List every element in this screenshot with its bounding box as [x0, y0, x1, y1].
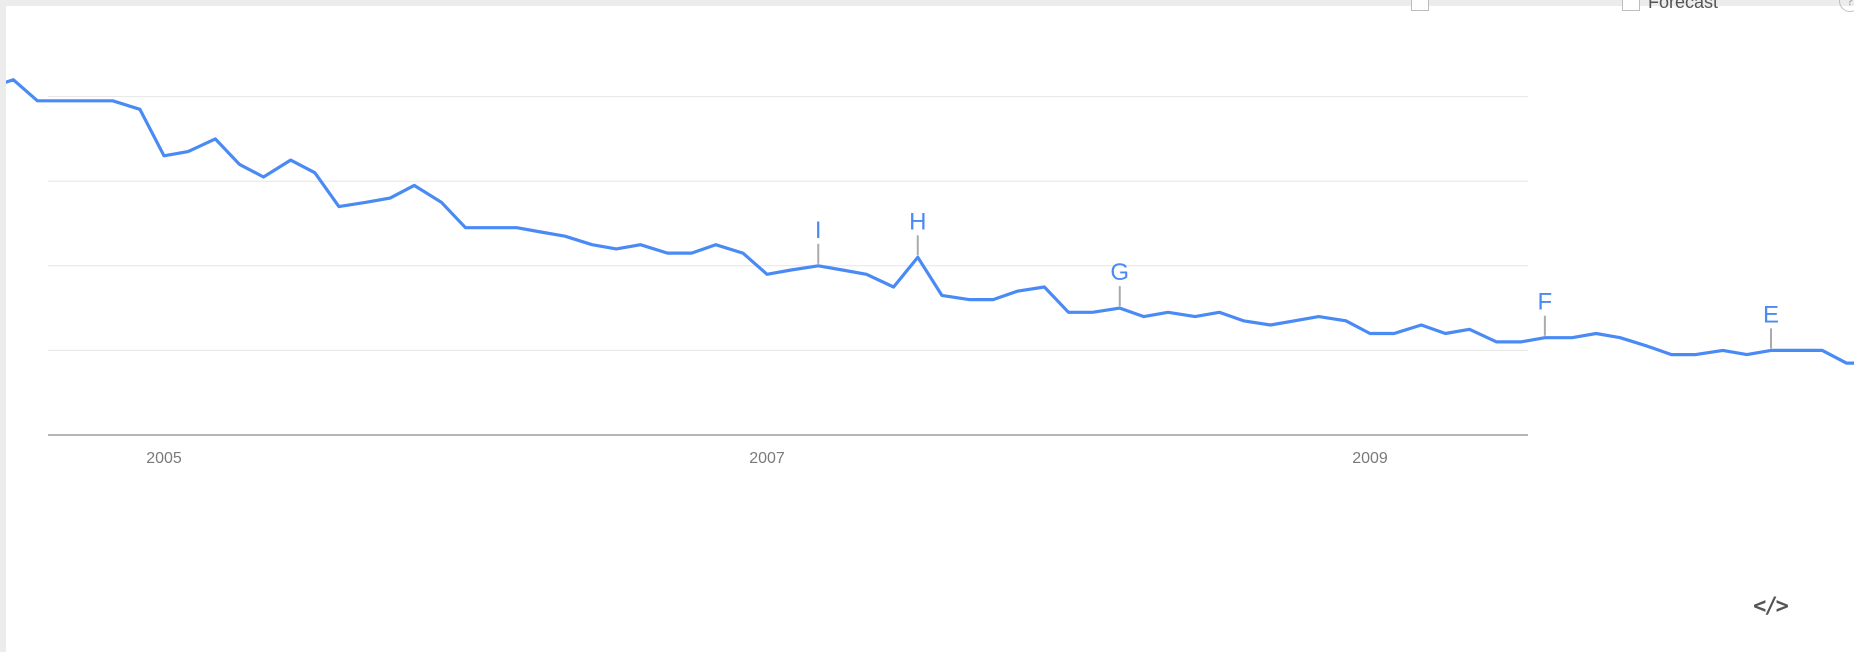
annotation-label: H [909, 208, 926, 235]
x-tick-label: 2005 [146, 450, 182, 467]
annotation-label: E [1763, 301, 1779, 328]
forecast-checkbox[interactable] [1622, 0, 1640, 11]
checkbox-1[interactable] [1411, 0, 1429, 11]
chart-options: Forecast ? [1411, 0, 1854, 12]
annotation-label: G [1110, 259, 1129, 286]
annotation-label: I [815, 217, 822, 244]
annotation-i: I [815, 217, 822, 264]
gridlines [48, 96, 1528, 351]
annotations: IHGFEDCBA [815, 208, 1779, 349]
annotation-f: F [1538, 289, 1553, 336]
annotation-h: H [909, 208, 926, 256]
x-tick-label: 2007 [749, 450, 785, 467]
x-axis-ticks: 200520072009201120132015 [146, 450, 1388, 467]
annotation-e: E [1763, 301, 1779, 349]
x-tick-label: 2009 [1352, 450, 1388, 467]
embed-button[interactable]: </> [1753, 593, 1789, 619]
forecast-label: Forecast [1648, 0, 1719, 12]
annotation-label: F [1538, 289, 1553, 316]
annotation-g: G [1110, 259, 1129, 307]
chart-panel: Forecast ? 200520072009201120132015IHGFE… [6, 0, 1854, 652]
help-icon[interactable]: ? [1839, 0, 1854, 12]
trend-chart: 200520072009201120132015IHGFEDCBA [6, 78, 1854, 467]
series-line [6, 78, 1854, 365]
